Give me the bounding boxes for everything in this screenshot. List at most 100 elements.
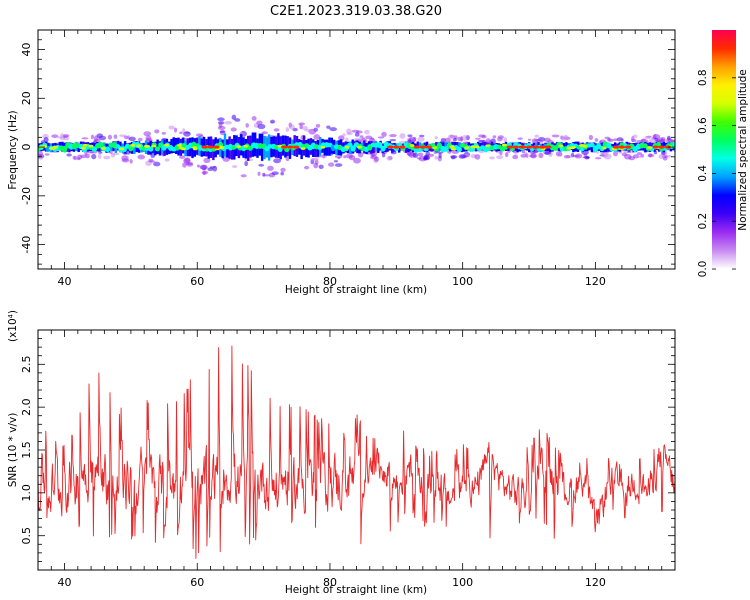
spectrogram-high <box>464 146 470 150</box>
spectrogram-speckle <box>628 156 636 161</box>
spectrogram-speckle <box>231 165 238 168</box>
spectrogram-speckle <box>666 135 671 141</box>
spectrogram-speckle <box>343 155 347 159</box>
spectrogram-speckle <box>653 134 657 140</box>
y-tick-label: -20 <box>20 187 33 205</box>
spectrogram-speckle <box>219 130 226 133</box>
spectrogram-speckle <box>244 160 249 167</box>
spectrogram-speckle <box>245 123 249 128</box>
spectrogram-speckle <box>359 135 364 138</box>
spectrogram-speckle <box>345 153 353 159</box>
spectrogram-high <box>243 144 249 148</box>
spectrogram-speckle <box>313 162 319 169</box>
spectrogram-high <box>451 147 457 151</box>
spectrogram-speckle <box>310 157 316 161</box>
spectrogram-speckle <box>535 139 543 142</box>
spectrogram-speckle <box>289 124 295 130</box>
spectrogram-speckle <box>354 132 360 137</box>
spectrogram-high <box>118 147 124 151</box>
spectrogram-speckle <box>98 151 103 154</box>
spectrogram-speckle <box>40 140 46 144</box>
spectrogram-speckle <box>648 153 653 158</box>
spectrogram-high <box>100 146 106 150</box>
spectrogram-peak <box>387 145 394 149</box>
spectrogram-speckle <box>270 121 275 124</box>
spectrogram-core <box>148 146 154 152</box>
spectrogram-speckle <box>631 139 638 142</box>
spectrogram-speckle <box>559 151 563 157</box>
y-tick-label: 1.0 <box>20 484 33 502</box>
spectrogram-speckle <box>328 162 335 167</box>
spectrogram-speckle <box>513 154 518 157</box>
spectrogram-speckle <box>346 132 353 136</box>
spectrogram-core <box>606 142 612 149</box>
spectrogram-speckle <box>273 158 282 164</box>
spectrogram-high <box>582 144 588 148</box>
spectrogram-speckle <box>407 134 413 138</box>
x-tick-label: 120 <box>585 576 606 589</box>
spectrogram-speckle <box>251 116 257 121</box>
spectrogram-speckle <box>417 136 425 142</box>
spectrogram-speckle <box>109 150 113 155</box>
spectrogram-speckle <box>457 136 463 142</box>
spectrogram-speckle <box>285 127 290 133</box>
spectrogram-high <box>80 146 86 150</box>
spectrogram-speckle <box>128 136 136 142</box>
spectrogram-cell <box>460 143 464 153</box>
x-tick-label: 80 <box>323 275 337 288</box>
spectrogram-peak <box>506 145 513 149</box>
spectrogram-speckle <box>496 155 504 160</box>
spectrogram-speckle <box>201 165 207 171</box>
spectrogram-high <box>300 147 306 150</box>
spectrogram-cell <box>325 139 329 156</box>
spectrogram-speckle <box>423 157 428 161</box>
spectrogram-x-label: Height of straight line (km) <box>285 284 427 296</box>
spectrogram-speckle <box>98 135 107 141</box>
spectrogram-speckle <box>196 164 200 168</box>
spectrogram-peak <box>658 145 665 149</box>
spectrogram-speckle <box>299 124 303 130</box>
spectrogram-core <box>98 141 104 149</box>
spectrogram-speckle <box>273 128 280 132</box>
spectrogram-speckle <box>212 165 218 172</box>
spectrogram-speckle <box>434 155 438 160</box>
spectrogram-speckle <box>118 134 127 138</box>
spectrogram-high <box>82 143 88 147</box>
spectrogram-speckle <box>333 160 339 163</box>
spectrogram-peak <box>519 145 527 149</box>
spectrogram-speckle <box>38 156 44 160</box>
spectrogram-speckle <box>201 170 209 175</box>
spectrogram-speckle <box>257 171 261 176</box>
spectrogram-high <box>143 144 149 148</box>
x-tick-label: 80 <box>323 576 337 589</box>
spectrogram-high <box>485 144 491 148</box>
spectrogram-speckle <box>301 126 308 130</box>
spectrogram-speckle <box>81 137 89 140</box>
y-tick-label: 0 <box>20 144 33 151</box>
colorbar-tick-label: 0.6 <box>697 117 709 134</box>
spectrogram-cell <box>77 143 80 153</box>
colorbar-bar <box>712 30 736 269</box>
spectrogram-speckle <box>399 133 406 139</box>
spectrogram-speckle <box>256 120 263 125</box>
spectrogram-speckle <box>334 155 343 159</box>
spectrogram-core <box>154 146 161 152</box>
spectrogram-speckle <box>304 165 310 170</box>
snr-plot-area <box>38 345 675 559</box>
y-tick-label: 2.0 <box>20 398 33 416</box>
spectrogram-cell <box>651 142 654 151</box>
spectrogram-speckle <box>353 157 361 164</box>
spectrogram-speckle <box>313 134 321 140</box>
spectrogram-high <box>320 145 326 149</box>
spectrogram-y-label: Frequency (Hz) <box>7 110 19 189</box>
spectrogram-speckle <box>63 135 68 138</box>
spectrogram-core <box>589 142 595 148</box>
spectrogram-speckle <box>334 163 343 167</box>
spectrogram-core <box>91 146 98 152</box>
spectrogram-speckle <box>271 171 279 176</box>
spectrogram-speckle <box>475 137 481 140</box>
spectrogram-speckle <box>315 124 321 128</box>
spectrogram-peak <box>280 145 288 149</box>
spectrogram-core <box>105 146 111 153</box>
spectrogram-panel: 40 60 80 100 120 -40 -20 0 20 40 Height of strai… <box>7 29 676 296</box>
